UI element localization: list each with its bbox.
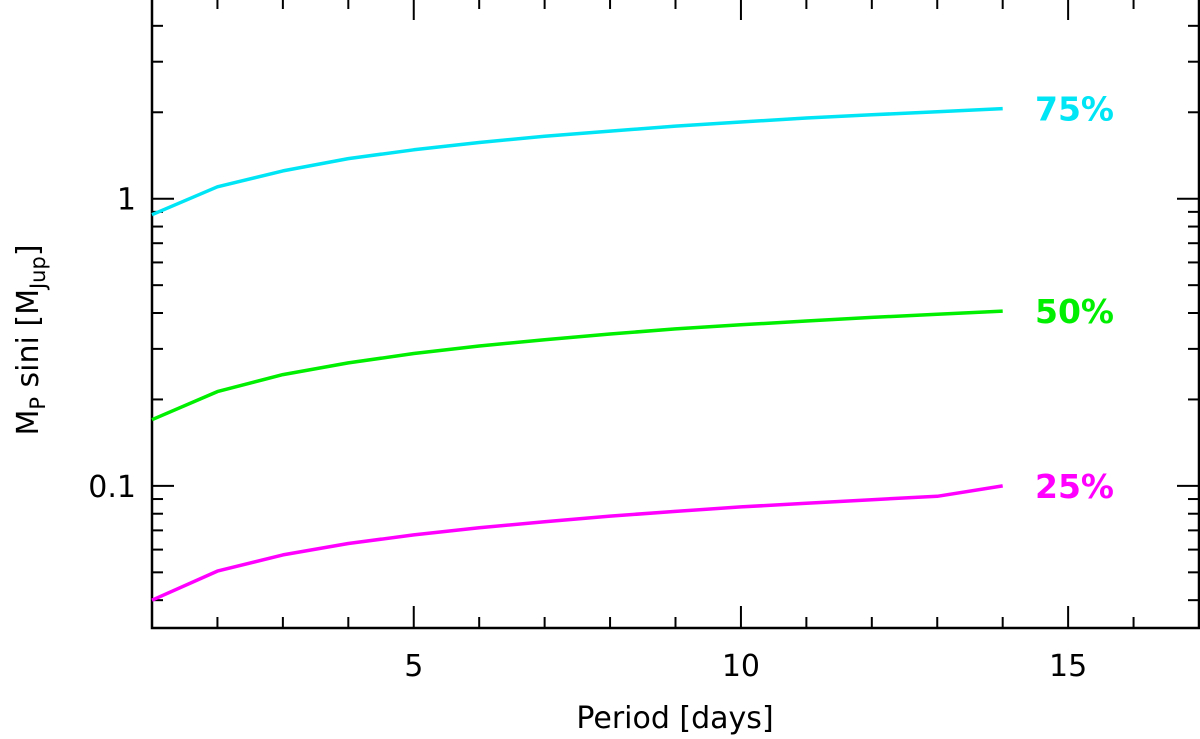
tick-marks: 5 10 15 0.1 1 (88, 0, 1199, 684)
y-axis-title-end: ] (11, 244, 46, 256)
series-line (151, 484, 1003, 602)
series-line (151, 309, 1003, 422)
series-label: 25% (1035, 467, 1114, 506)
series-label: 50% (1035, 292, 1114, 331)
labels-layer: 75% 50% 25% (1035, 90, 1114, 506)
y-tick-label: 1 (117, 183, 136, 218)
y-axis-title-unit-subscript: Jup (26, 256, 50, 291)
y-axis-title-base-subscript: P (26, 397, 50, 410)
series-label: 75% (1035, 90, 1114, 129)
series-layer (151, 106, 1003, 602)
x-axis-title: Period [days] (576, 701, 773, 736)
x-tick-label: 15 (1049, 649, 1087, 684)
y-axis-title-mid: sini [M (11, 289, 46, 397)
y-axis-title-base: M (11, 410, 46, 436)
x-tick-label: 10 (722, 649, 760, 684)
x-tick-label: 5 (404, 649, 423, 684)
series-line (151, 106, 1003, 217)
y-tick-label: 0.1 (88, 470, 136, 505)
y-axis-title: MP sini [MJup] (11, 244, 50, 435)
